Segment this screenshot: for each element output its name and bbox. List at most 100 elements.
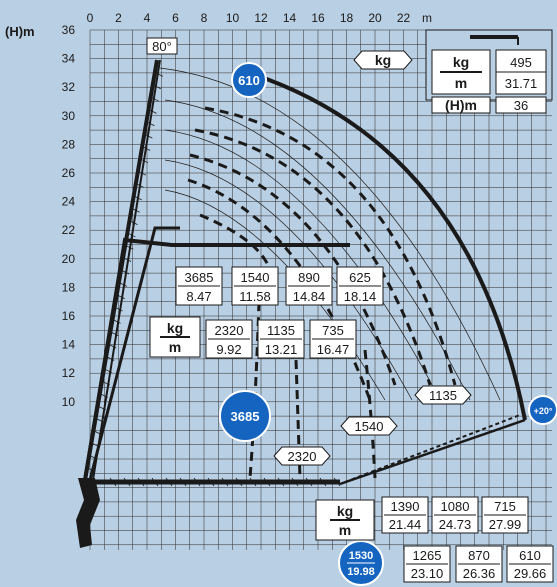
outer-envelope — [239, 68, 527, 421]
boom-angle-label: 80° — [152, 39, 172, 54]
hatch-mark — [101, 380, 111, 386]
capacity-tag-value: 2320 — [288, 449, 317, 464]
y-axis-ticks: 36 34 32 30 28 26 24 22 20 18 16 14 12 10 — [62, 23, 76, 409]
kg-m-label-bottom: kg m — [315, 499, 375, 541]
capacity-tag-value: 1540 — [355, 419, 384, 434]
hatch-mark — [118, 281, 128, 287]
hatch-mark — [277, 477, 285, 487]
x-tick-label: 22 — [397, 11, 411, 25]
hatch-mark — [193, 477, 201, 487]
capacity-tags: 1135 1540 2320 — [273, 385, 472, 466]
load-value-boxes: 3685 8.47 1540 11.58 890 14.84 625 18.14 2320 9.9… — [175, 266, 554, 583]
load-kg-value: 890 — [298, 270, 320, 285]
hatch-mark — [137, 170, 147, 176]
boom-angle-box — [146, 37, 178, 55]
hatch-mark — [137, 477, 145, 487]
hatch-mark — [146, 121, 155, 127]
x-axis-unit: m — [422, 11, 432, 25]
y-tick-label: 26 — [62, 166, 76, 180]
legend-h-value: 36 — [514, 98, 528, 113]
svg-text:19.98: 19.98 — [347, 566, 375, 578]
load-kg-value: 1135 — [267, 323, 295, 338]
upper-load-box: 890 14.84 — [285, 266, 333, 306]
load-m-value: 9.92 — [216, 342, 241, 357]
x-tick-label: 12 — [254, 11, 268, 25]
middle-load-box: 2320 9.92 — [205, 319, 253, 359]
x-tick-label: 16 — [311, 11, 325, 25]
lower-load-box: 715 27.99 — [481, 496, 529, 534]
upper-load-box: 625 18.14 — [336, 266, 384, 306]
middle-load-box: 1135 13.21 — [257, 319, 305, 359]
boom-lines — [83, 59, 526, 486]
hatch-mark — [152, 84, 161, 90]
y-tick-label: 36 — [62, 23, 76, 37]
hatch-mark — [99, 393, 109, 398]
lower-load-box: 1390 21.44 — [381, 496, 429, 534]
badge-610: 610 — [231, 62, 267, 98]
kg-m-label-mid: kg m — [149, 316, 201, 358]
hatch-mark — [114, 306, 123, 312]
hatch-mark — [93, 430, 102, 435]
y-tick-label: 34 — [62, 52, 76, 66]
y-tick-label: 24 — [62, 195, 76, 209]
hatch-mark — [108, 343, 117, 349]
hatch-mark — [112, 319, 121, 324]
hatch-mark — [144, 133, 153, 139]
hatch-mark — [221, 477, 229, 487]
svg-text:kg: kg — [375, 52, 391, 68]
hatch-mark — [150, 96, 159, 102]
crane-base — [76, 478, 100, 548]
legend-kg-value: 495 — [510, 55, 532, 70]
load-kg-value: 1390 — [391, 499, 420, 514]
svg-text:kg: kg — [167, 320, 183, 336]
y-tick-label: 10 — [62, 395, 76, 409]
load-m-value: 26.36 — [463, 566, 496, 581]
x-tick-label: 8 — [201, 11, 208, 25]
hatch-mark — [91, 442, 100, 448]
svg-text:+20°: +20° — [534, 406, 553, 416]
hatch-mark — [125, 244, 134, 250]
load-kg-value: 625 — [349, 270, 371, 285]
hatch-mark — [249, 477, 257, 487]
x-tick-label: 4 — [144, 11, 151, 25]
capacity-tag: 1135 — [414, 385, 472, 405]
x-tick-label: 20 — [368, 11, 382, 25]
y-tick-label: 14 — [62, 338, 76, 352]
hatch-mark — [116, 294, 125, 300]
load-m-value: 21.44 — [389, 517, 422, 532]
y-tick-label: 12 — [62, 366, 76, 380]
svg-text:610: 610 — [238, 73, 260, 88]
hatch-mark — [129, 220, 138, 225]
y-tick-label: 20 — [62, 252, 76, 266]
badge-1530: 1530 19.98 — [338, 540, 384, 586]
load-m-value: 8.47 — [186, 289, 211, 304]
load-m-value: 23.10 — [411, 566, 444, 581]
x-axis-ticks: 0 2 4 6 8 10 12 14 16 18 20 22 — [87, 11, 411, 25]
load-m-value: 29.66 — [514, 566, 547, 581]
hatch-mark — [154, 71, 164, 77]
legend-m-value: 31.71 — [505, 76, 538, 91]
hatch-mark — [165, 477, 173, 487]
svg-text:3685: 3685 — [231, 409, 260, 424]
hatch-mark — [86, 467, 96, 473]
load-kg-value: 1265 — [413, 548, 442, 563]
x-tick-label: 2 — [115, 11, 122, 25]
x-tick-label: 14 — [283, 11, 297, 25]
hatch-mark — [319, 477, 327, 487]
svg-text:1530: 1530 — [349, 550, 373, 562]
load-m-value: 18.14 — [344, 289, 377, 304]
hatch-mark — [110, 331, 119, 337]
y-tick-label: 22 — [62, 223, 76, 237]
load-kg-value: 2320 — [215, 323, 244, 338]
hatch-mark — [127, 232, 136, 238]
load-kg-value: 1080 — [441, 499, 470, 514]
lower-load-box: 870 26.36 — [455, 545, 503, 583]
load-kg-value: 870 — [468, 548, 490, 563]
hatch-mark — [235, 477, 243, 487]
x-tick-label: 10 — [226, 11, 240, 25]
hatch-mark — [131, 207, 140, 213]
legend-m-label: m — [455, 75, 467, 91]
x-tick-label: 18 — [340, 11, 354, 25]
badge-3685: 3685 — [219, 390, 271, 442]
